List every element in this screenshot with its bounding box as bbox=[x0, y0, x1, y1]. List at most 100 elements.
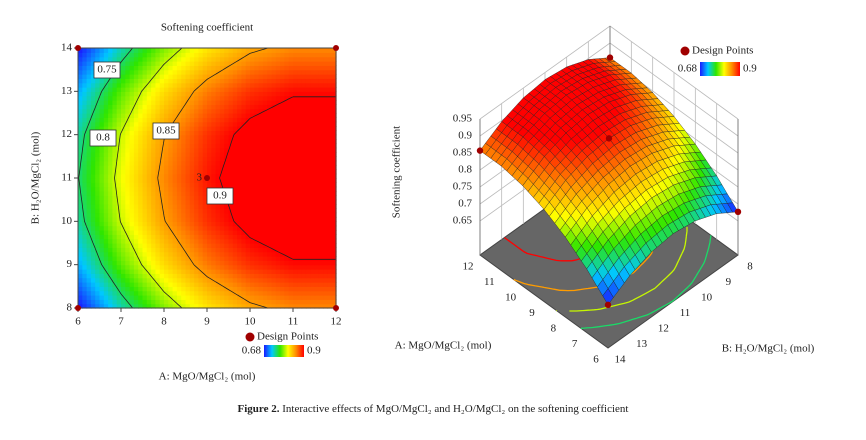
heat-cell bbox=[245, 121, 251, 127]
heat-cell bbox=[245, 156, 251, 162]
heat-cell bbox=[301, 303, 307, 309]
heat-cell bbox=[86, 225, 92, 231]
heat-cell bbox=[133, 199, 139, 205]
heat-cell bbox=[262, 290, 268, 296]
heat-cell bbox=[138, 100, 144, 105]
heat-cell bbox=[318, 56, 324, 62]
heat-cell bbox=[245, 273, 251, 279]
heat-cell bbox=[86, 169, 92, 175]
heat-cell bbox=[228, 269, 234, 274]
heat-cell bbox=[232, 91, 238, 97]
heat-cell bbox=[116, 191, 122, 196]
heat-cell bbox=[301, 221, 307, 227]
heat-cell bbox=[95, 117, 101, 123]
heat-cell bbox=[232, 256, 238, 261]
heat-cell bbox=[207, 48, 212, 53]
heat-cell bbox=[129, 143, 135, 149]
heat-cell bbox=[323, 238, 328, 244]
heat-cell bbox=[219, 130, 225, 136]
heat-cell bbox=[288, 264, 294, 270]
heat-cell bbox=[142, 186, 148, 192]
heat-cell bbox=[95, 182, 101, 188]
heat-cell bbox=[164, 56, 169, 62]
heat-cell bbox=[327, 121, 333, 127]
heat-cell bbox=[293, 104, 298, 110]
heat-cell bbox=[155, 295, 161, 300]
heat-cell bbox=[185, 243, 191, 248]
heat-cell bbox=[271, 100, 277, 105]
heat-cell bbox=[121, 186, 126, 192]
heat-cell bbox=[164, 87, 169, 92]
heat-cell bbox=[82, 195, 88, 201]
heat-cell bbox=[176, 230, 182, 235]
heat-cell bbox=[202, 126, 208, 131]
heat-cell bbox=[172, 56, 178, 62]
heat-cell bbox=[301, 61, 307, 66]
heat-cell bbox=[301, 264, 307, 270]
heat-cell bbox=[267, 295, 273, 300]
heat-cell bbox=[121, 212, 126, 218]
heat-cell bbox=[172, 243, 178, 248]
heat-cell bbox=[138, 134, 144, 140]
heat-cell bbox=[129, 264, 135, 270]
heat-cell bbox=[301, 121, 307, 127]
heat-cell bbox=[142, 295, 148, 300]
heat-cell bbox=[108, 269, 113, 274]
heat-cell bbox=[254, 195, 260, 201]
heat-cell bbox=[331, 65, 337, 71]
heat-cell bbox=[103, 178, 109, 183]
heat-cell bbox=[211, 74, 217, 79]
heat-cell bbox=[86, 277, 92, 283]
heat-cell bbox=[241, 212, 247, 218]
heat-cell bbox=[172, 230, 178, 235]
heat-cell bbox=[262, 286, 268, 292]
heat-cell bbox=[293, 238, 298, 244]
heat-cell bbox=[185, 299, 191, 305]
heat-cell bbox=[121, 286, 126, 292]
heat-cell bbox=[310, 260, 316, 266]
heat-cell bbox=[293, 74, 298, 79]
heat-cell bbox=[232, 234, 238, 240]
heat-cell bbox=[189, 295, 195, 300]
heat-cell bbox=[258, 61, 264, 66]
heat-cell bbox=[241, 217, 247, 222]
heat-cell bbox=[331, 74, 337, 79]
heat-cell bbox=[99, 87, 105, 92]
heat-cell bbox=[112, 195, 118, 201]
heat-cell bbox=[327, 126, 333, 131]
heat-cell bbox=[284, 100, 290, 105]
heat-cell bbox=[284, 95, 290, 101]
heat-cell bbox=[211, 282, 217, 287]
heat-cell bbox=[310, 290, 316, 296]
heat-cell bbox=[129, 113, 135, 118]
heat-cell bbox=[250, 173, 255, 179]
heat-cell bbox=[198, 221, 204, 227]
heat-cell bbox=[207, 204, 212, 209]
heat-cell bbox=[219, 173, 225, 179]
x-tick-label: 11 bbox=[484, 276, 495, 288]
heat-cell bbox=[142, 117, 148, 123]
heat-cell bbox=[232, 282, 238, 287]
heat-cell bbox=[116, 91, 122, 97]
heat-cell bbox=[172, 182, 178, 188]
heat-cell bbox=[125, 156, 131, 162]
heat-cell bbox=[241, 195, 247, 201]
heat-cell bbox=[297, 121, 303, 127]
heat-cell bbox=[185, 286, 191, 292]
heat-cell bbox=[181, 126, 187, 131]
heat-cell bbox=[86, 191, 92, 196]
heat-cell bbox=[185, 256, 191, 261]
heat-cell bbox=[90, 199, 96, 205]
heat-cell bbox=[112, 238, 118, 244]
heat-cell bbox=[241, 117, 247, 123]
heat-cell bbox=[331, 147, 337, 153]
heat-cell bbox=[215, 48, 221, 53]
heat-cell bbox=[215, 134, 221, 140]
heat-cell bbox=[275, 277, 281, 283]
heat-cell bbox=[116, 277, 122, 283]
heat-cell bbox=[211, 48, 217, 53]
heat-cell bbox=[168, 303, 174, 309]
heat-cell bbox=[301, 238, 307, 244]
heat-cell bbox=[125, 191, 131, 196]
heat-cell bbox=[189, 269, 195, 274]
